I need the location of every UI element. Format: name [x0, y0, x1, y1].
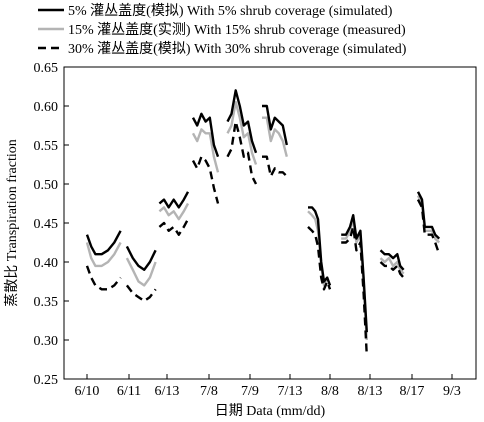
x-tick-label: 7/9: [241, 384, 259, 399]
series-line-segment: [262, 104, 288, 146]
series-line-segment: [191, 155, 220, 204]
series-line-segment: [85, 241, 122, 268]
x-tick-label: 9/3: [443, 384, 461, 399]
series-line-segment: [158, 191, 190, 209]
series-line-segment: [191, 128, 220, 173]
y-tick-label: 0.45: [34, 217, 59, 232]
x-tick-label: 8/17: [400, 384, 425, 399]
legend-label-5pct: 5% 灌丛盖度(模拟) With 5% shrub coverage (simu…: [68, 3, 393, 19]
series-line-segment: [191, 112, 220, 158]
series-line-segment: [158, 202, 190, 221]
x-tick-label: 6/11: [117, 384, 141, 399]
series-layer: [85, 89, 441, 356]
series-line-segment: [308, 206, 332, 286]
legend-label-15pct: 15% 灌丛盖度(实测) With 15% shrub coverage (me…: [68, 22, 406, 38]
series-15pct-measured: [85, 100, 441, 341]
y-axis-title: 蒸散比 Transpiration fraction: [4, 139, 20, 306]
y-tick-label: 0.60: [34, 100, 59, 115]
series-line-segment: [416, 191, 441, 240]
x-tick-label: 7/13: [278, 384, 303, 399]
series-5pct-simulated: [85, 89, 441, 333]
series-line-segment: [379, 261, 405, 279]
series-line-segment: [125, 257, 157, 287]
x-tick-label: 6/10: [75, 384, 100, 399]
legend: 5% 灌丛盖度(模拟) With 5% shrub coverage (simu…: [38, 3, 407, 57]
series-line-segment: [416, 199, 441, 255]
plot-frame: [63, 66, 477, 380]
y-tick-label: 0.50: [34, 178, 59, 193]
y-tick-label: 0.35: [34, 295, 59, 310]
series-line-segment: [262, 116, 288, 157]
series-line-segment: [226, 89, 258, 154]
series-30pct-simulated: [85, 120, 441, 356]
legend-label-30pct: 30% 灌丛盖度(模拟) With 30% shrub coverage (si…: [68, 41, 407, 57]
series-line-segment: [85, 230, 122, 256]
series-line-segment: [85, 265, 122, 291]
series-line-segment: [226, 120, 258, 185]
y-tick-label: 0.40: [34, 256, 59, 271]
series-line-segment: [125, 284, 157, 303]
x-tick-label: 6/13: [155, 384, 180, 399]
y-axis-ticks: 0.25 0.30 0.35 0.40 0.45 0.50 0.55 0.60 0.65: [34, 61, 69, 388]
y-tick-label: 0.55: [34, 139, 59, 154]
series-line-segment: [262, 155, 288, 178]
series-line-segment: [307, 226, 332, 291]
y-tick-label: 0.65: [34, 61, 59, 76]
x-axis-ticks: 6/10 6/11 6/13 7/8 7/9 7/13 8/8 8/13 8/17 9/3: [75, 374, 461, 399]
series-line-segment: [226, 100, 258, 165]
x-axis-title: 日期 Data (mm/dd): [215, 403, 326, 419]
x-tick-label: 8/8: [321, 384, 339, 399]
series-line-segment: [379, 249, 405, 271]
y-tick-label: 0.25: [34, 373, 59, 388]
series-line-segment: [158, 218, 190, 236]
series-line-segment: [379, 256, 405, 275]
series-line-segment: [125, 245, 157, 271]
x-tick-label: 7/8: [200, 384, 218, 399]
series-line-segment: [341, 213, 368, 333]
y-tick-label: 0.30: [34, 334, 59, 349]
x-tick-label: 8/13: [358, 384, 383, 399]
